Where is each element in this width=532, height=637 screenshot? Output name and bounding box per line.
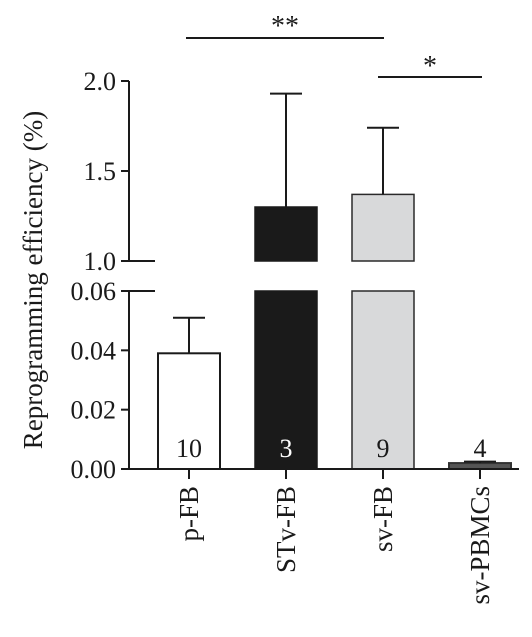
n-label: 9 [377,434,390,463]
bar-upper-segment [351,193,415,262]
significance-label: * [423,51,437,82]
upper-y-axis: 1.0 1.5 2.0 [84,67,155,276]
n-label: 10 [176,434,202,463]
y-tick-label: 2.0 [84,67,117,96]
x-axis-labels: p-FB STv-FB sv-FB sv-PBMCs [174,469,495,605]
y-tick-label: 0.06 [71,277,117,306]
n-label: 3 [280,434,293,463]
x-tick-label: p-FB [174,486,204,542]
y-axis-label: Reprogramming efficiency (%) [18,111,48,449]
x-tick-label: sv-PBMCs [465,486,495,605]
x-tick-label: sv-FB [368,486,398,552]
y-tick-label: 0.00 [71,455,117,484]
bars: 10 3 9 4 [129,92,519,471]
n-label: 4 [474,434,487,463]
significance-annotations: *** [186,11,482,82]
y-tick-label: 1.0 [84,247,117,276]
bar-sv-PBMCs: 4 [448,434,512,471]
bar-lower-segment [351,290,415,470]
bar-segment [157,352,221,470]
y-tick-label: 0.04 [71,336,117,365]
bar-STv-FB: 3 [254,92,318,470]
y-tick-label: 0.02 [71,396,117,425]
y-tick-label: 1.5 [84,157,117,186]
x-tick-label: STv-FB [271,486,301,573]
lower-y-axis: 0.00 0.02 0.04 0.06 [71,277,155,484]
bar-p-FB: 10 [157,316,221,470]
bar-upper-segment [254,206,318,262]
significance-label: ** [271,11,299,42]
bar-sv-FB: 9 [351,126,415,470]
